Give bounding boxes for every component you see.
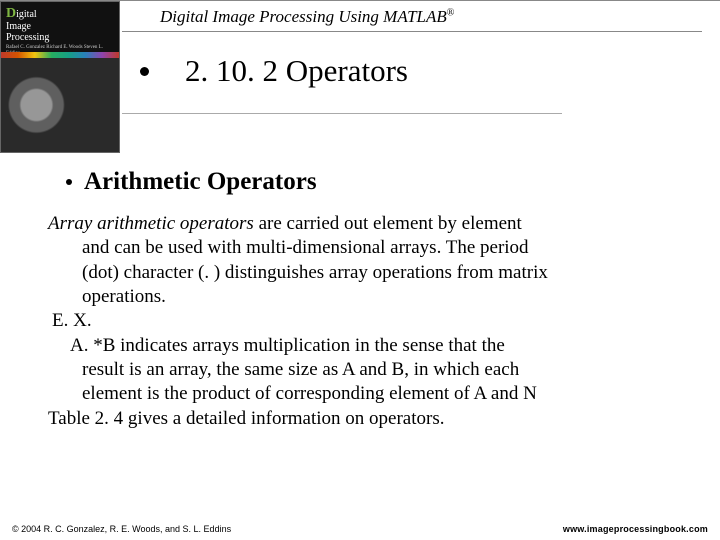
paragraph-line: and can be used with multi-dimensional a… — [48, 236, 684, 260]
cover-title-rest: igital — [16, 9, 37, 20]
cover-title: Digital Image Processing — [1, 2, 119, 43]
paragraph-line: operations. — [48, 285, 684, 309]
page-header-title: Digital Image Processing Using MATLAB® — [160, 7, 454, 27]
sub-heading-row: Arithmetic Operators — [66, 168, 684, 196]
paragraph-line: element is the product of corresponding … — [48, 382, 684, 406]
paragraph-line: (dot) character (. ) distinguishes array… — [48, 261, 684, 285]
body-text: Array arithmetic operators are carried o… — [48, 212, 684, 431]
slide-title: 2. 10. 2 Operators — [185, 53, 408, 89]
emphasis-term: Array arithmetic operators — [48, 213, 254, 234]
book-cover-thumbnail: Digital Image Processing Rafael C. Gonza… — [0, 1, 120, 153]
footer-url: www.imageprocessingbook.com — [563, 524, 708, 534]
header-rule-top — [122, 31, 702, 32]
slide-title-row: 2. 10. 2 Operators — [140, 53, 408, 89]
paragraph-line: Array arithmetic operators are carried o… — [48, 212, 684, 236]
text: are carried out element by element — [254, 213, 522, 234]
bullet-icon — [140, 67, 149, 76]
cover-title-line3: Processing — [6, 32, 49, 43]
copyright-text: © 2004 R. C. Gonzalez, R. E. Woods, and … — [12, 524, 231, 534]
footer: © 2004 R. C. Gonzalez, R. E. Woods, and … — [12, 524, 708, 534]
slide-content: Arithmetic Operators Array arithmetic op… — [40, 168, 684, 431]
header-title-text: Digital Image Processing Using MATLAB — [160, 7, 447, 26]
sub-heading: Arithmetic Operators — [84, 168, 317, 196]
header-region: Digital Image Processing Rafael C. Gonza… — [0, 0, 720, 120]
cover-title-initial: D — [6, 6, 16, 21]
bullet-icon — [66, 179, 72, 185]
paragraph-line: Table 2. 4 gives a detailed information … — [48, 407, 684, 431]
cover-fingerprint-image — [1, 58, 119, 152]
cover-title-line2: Image — [6, 21, 31, 32]
registered-mark: ® — [447, 7, 455, 18]
paragraph-line: result is an array, the same size as A a… — [48, 358, 684, 382]
header-rule-bottom — [122, 113, 562, 114]
example-label: E. X. — [48, 309, 684, 333]
paragraph-line: A. *B indicates arrays multiplication in… — [48, 334, 684, 358]
